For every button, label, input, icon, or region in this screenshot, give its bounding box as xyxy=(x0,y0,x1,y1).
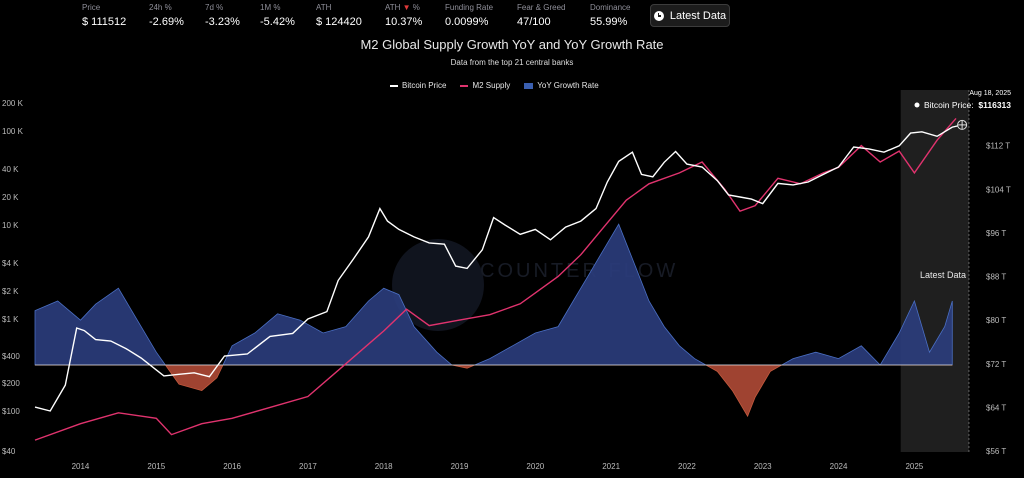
left-axis-tick: $100 xyxy=(2,407,20,416)
legend-swatch xyxy=(524,82,534,89)
chart-subtitle: Data from the top 21 central banks xyxy=(450,58,574,67)
x-axis-tick: 2020 xyxy=(526,462,544,471)
stat-1: 24h % -2.69% xyxy=(149,3,184,29)
x-axis-tick: 2019 xyxy=(451,462,469,471)
stat-3: 1M % -5.42% xyxy=(260,3,295,29)
stat-label: 24h % xyxy=(149,3,172,12)
stat-4: ATH $ 124420 xyxy=(316,3,362,29)
stat-6: Funding Rate 0.0099% xyxy=(445,3,493,29)
left-axis-tick: 200 K xyxy=(2,99,24,108)
tooltip-value: $116313 xyxy=(978,100,1011,110)
legend-item-yoy-growth-rate[interactable]: YoY Growth Rate xyxy=(524,81,599,90)
legend-item-m2-supply[interactable]: M2 Supply xyxy=(460,81,510,90)
right-axis-tick: $56 T xyxy=(986,447,1006,456)
left-axis-tick: $400 xyxy=(2,352,20,361)
stat-value: 47/100 xyxy=(517,16,551,28)
stat-label: Fear & Greed xyxy=(517,3,566,12)
stat-label: 1M % xyxy=(260,3,281,12)
stat-7: Fear & Greed 47/100 xyxy=(517,3,565,29)
left-axis-tick: 20 K xyxy=(2,193,19,202)
right-axis-tick: $88 T xyxy=(986,273,1006,282)
latest-data-button[interactable]: Latest Data xyxy=(650,4,730,27)
down-arrow-icon: ▼ xyxy=(402,3,411,12)
x-axis-tick: 2021 xyxy=(602,462,620,471)
stat-label: ATH xyxy=(316,3,332,12)
legend-label: YoY Growth Rate xyxy=(537,81,599,90)
left-axis-tick: $40 xyxy=(2,447,16,456)
stat-value: 0.0099% xyxy=(445,16,489,28)
stat-label: 7d % xyxy=(205,3,224,12)
legend-label: Bitcoin Price xyxy=(402,81,447,90)
x-axis-tick: 2016 xyxy=(223,462,241,471)
tooltip-label: Bitcoin Price: xyxy=(924,100,974,110)
stat-label: Dominance xyxy=(590,3,631,12)
yoy-area-positive xyxy=(34,223,953,365)
yoy-area-negative xyxy=(34,365,953,418)
left-axis-tick: $2 K xyxy=(2,287,19,296)
x-axis-tick: 2023 xyxy=(754,462,772,471)
tooltip-bullet-icon xyxy=(914,102,920,108)
stat-value: -5.42% xyxy=(260,16,295,28)
watermark-logo-icon xyxy=(392,239,484,331)
latest-data-label: Latest Data xyxy=(669,9,727,22)
x-axis-tick: 2018 xyxy=(375,462,393,471)
x-axis-tick: 2015 xyxy=(147,462,165,471)
left-axis-tick: 40 K xyxy=(2,165,19,174)
right-axis-tick: $104 T xyxy=(986,185,1011,194)
stat-value: -3.23% xyxy=(205,16,240,28)
right-axis-tick: $96 T xyxy=(986,229,1006,238)
legend-item-bitcoin-price[interactable]: Bitcoin Price xyxy=(390,81,446,90)
stat-0: Price $ 111512 xyxy=(82,3,126,29)
x-axis-tick: 2017 xyxy=(299,462,317,471)
left-axis-tick: $1 K xyxy=(2,315,19,324)
x-axis-tick: 2022 xyxy=(678,462,696,471)
stat-value: $ 111512 xyxy=(82,16,127,28)
watermark-text: COUNTER FLOW xyxy=(480,260,678,282)
chart-legend: Bitcoin Price M2 Supply YoY Growth Rate xyxy=(390,81,599,90)
chart-title: M2 Global Supply Growth YoY and YoY Grow… xyxy=(360,37,664,52)
right-axis-tick: $80 T xyxy=(986,316,1006,325)
stat-value: -2.69% xyxy=(149,16,184,28)
tooltip-date: Aug 18, 2025 xyxy=(969,90,1011,97)
latest-data-zone xyxy=(900,90,969,452)
latest-data-zone-label: Latest Data xyxy=(920,270,966,280)
bitcoin-price-line xyxy=(34,124,963,412)
left-axis-tick: 10 K xyxy=(2,221,19,230)
right-axis-tick: $112 T xyxy=(986,142,1010,151)
right-axis-tick: $72 T xyxy=(986,360,1006,369)
legend-label: M2 Supply xyxy=(472,81,511,90)
left-axis-tick: 100 K xyxy=(2,127,24,136)
left-axis-tick: $200 xyxy=(2,379,20,388)
stat-value: $ 124420 xyxy=(316,16,362,28)
left-axis-tick: $4 K xyxy=(2,259,19,268)
stat-value: 55.99% xyxy=(590,16,628,28)
x-axis-tick: 2025 xyxy=(905,462,923,471)
stat-label: ATH ▼ % xyxy=(385,3,420,12)
stat-label: Price xyxy=(82,3,101,12)
right-axis-tick: $64 T xyxy=(986,403,1006,412)
stats-bar: Price $ 111512 24h % -2.69% 7d % -3.23% 1M % -5… xyxy=(0,0,1024,32)
stat-label: Funding Rate xyxy=(445,3,494,12)
stat-5: ATH ▼ % 10.37% xyxy=(385,3,422,29)
legend-swatch xyxy=(460,84,469,87)
x-axis-tick: 2014 xyxy=(72,462,90,471)
stat-8: Dominance 55.99% xyxy=(590,3,630,29)
stat-2: 7d % -3.23% xyxy=(205,3,240,29)
stat-value: 10.37% xyxy=(385,16,423,28)
clock-icon xyxy=(653,10,664,21)
x-axis-tick: 2024 xyxy=(830,462,848,471)
legend-swatch xyxy=(390,84,398,87)
